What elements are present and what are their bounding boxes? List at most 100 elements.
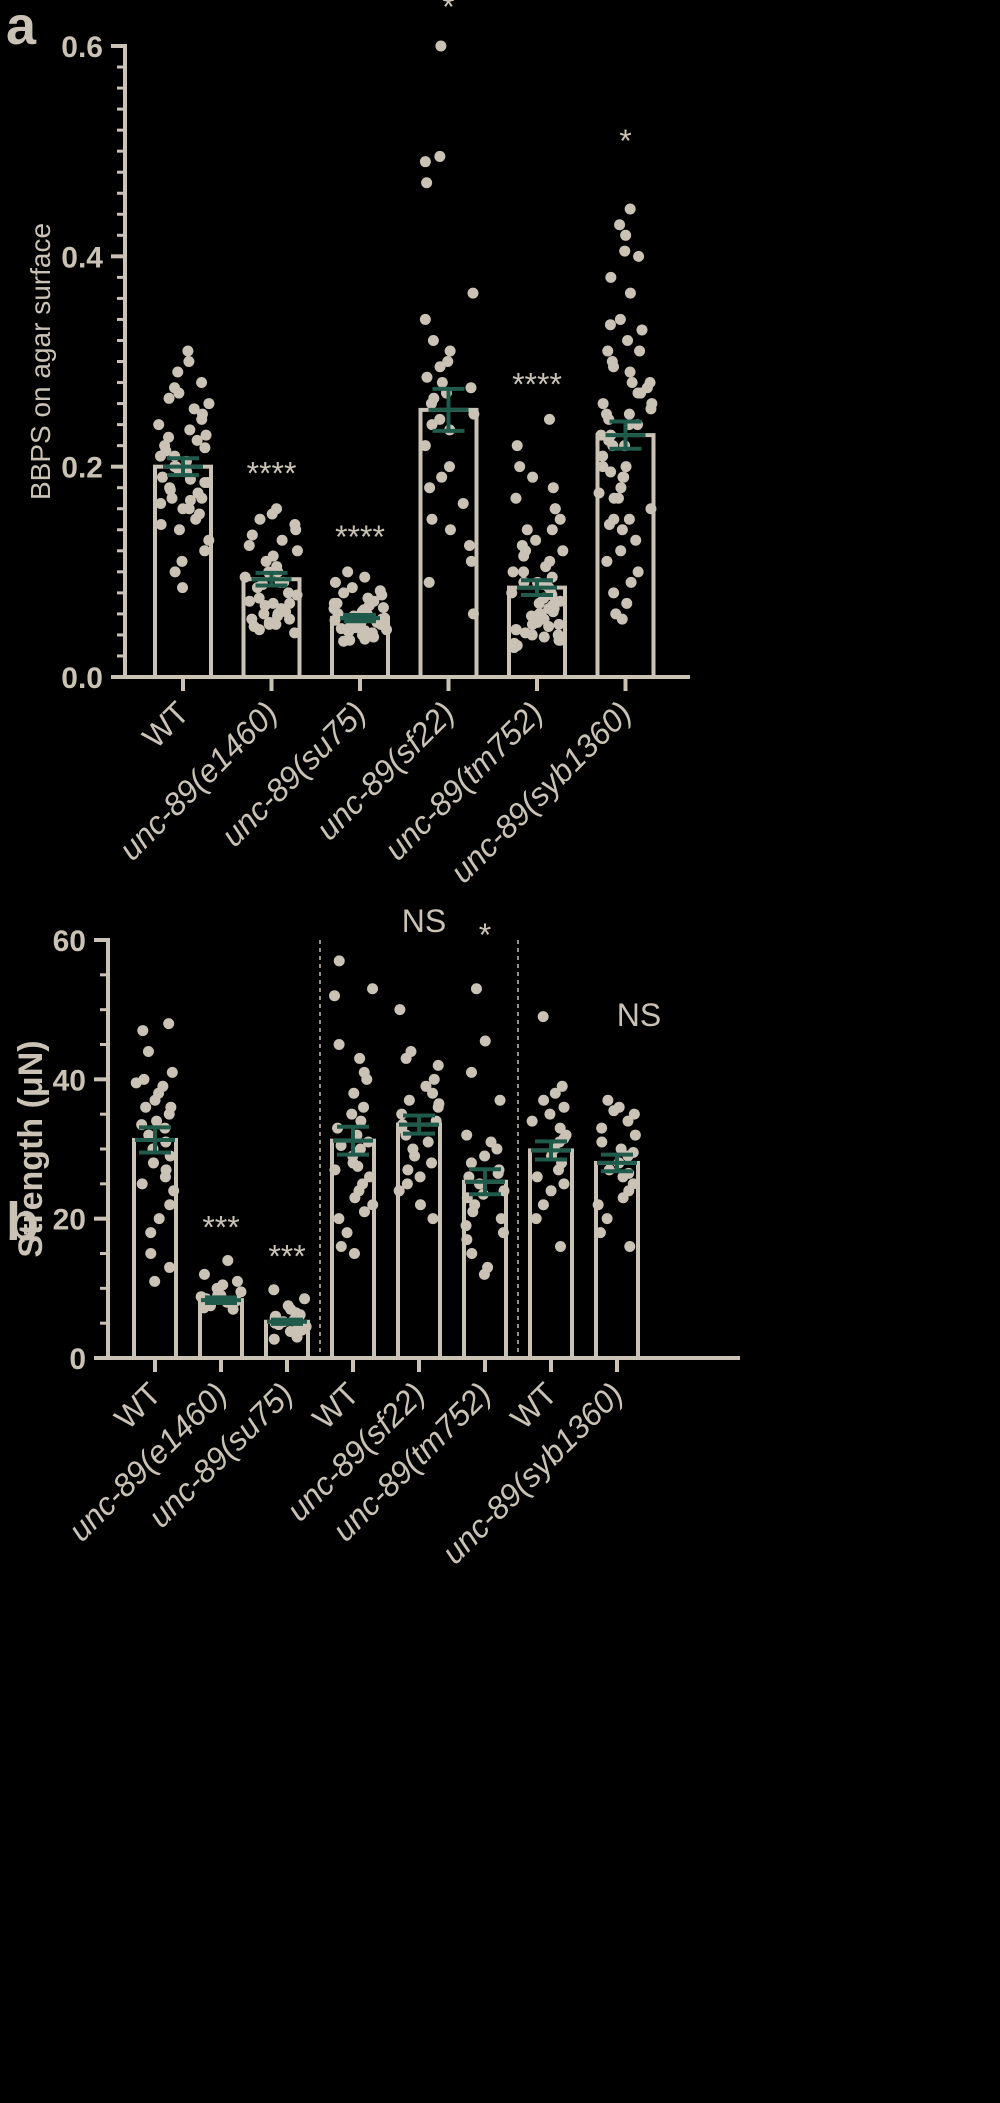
data-point <box>140 1101 152 1113</box>
data-point <box>235 1286 247 1298</box>
data-point <box>552 1164 564 1176</box>
data-point <box>548 603 560 615</box>
data-point <box>348 1248 360 1259</box>
data-point <box>518 566 530 578</box>
data-point <box>615 482 627 494</box>
y-tick-label: 60 <box>53 925 86 958</box>
data-point <box>601 1213 613 1225</box>
data-point <box>349 1192 361 1204</box>
data-point <box>333 1039 345 1050</box>
data-point <box>467 287 479 299</box>
data-point <box>284 613 296 625</box>
data-point <box>153 1213 165 1225</box>
data-point <box>335 1241 347 1253</box>
data-point <box>222 1254 234 1266</box>
data-point <box>434 150 446 162</box>
data-point <box>258 608 270 620</box>
data-point <box>526 618 538 630</box>
data-point <box>616 524 628 536</box>
data-point <box>594 1227 606 1239</box>
category-label-gene: unc-89 <box>61 1453 156 1548</box>
significance-label: NS <box>402 903 446 939</box>
data-point <box>518 550 530 562</box>
data-point <box>626 377 638 389</box>
data-point <box>164 1199 176 1211</box>
data-point <box>231 1275 243 1287</box>
data-point <box>200 429 212 441</box>
data-point <box>196 492 208 504</box>
data-point <box>328 597 340 609</box>
data-point <box>526 1115 538 1127</box>
y-tick-label: 40 <box>53 1064 86 1097</box>
data-point <box>268 1284 280 1296</box>
data-point <box>203 534 215 546</box>
data-point <box>199 545 211 557</box>
data-point <box>510 492 522 504</box>
data-point <box>401 1178 413 1190</box>
data-point <box>355 1115 367 1127</box>
data-point <box>624 203 636 215</box>
data-point <box>149 1094 161 1106</box>
data-point <box>166 1066 178 1078</box>
data-point <box>465 555 477 567</box>
significance-label: **** <box>335 519 385 555</box>
data-point <box>457 497 469 509</box>
category-label: unc-89(tm752) <box>377 694 550 867</box>
data-point <box>414 1199 426 1211</box>
data-point <box>554 1241 566 1253</box>
data-point <box>479 1150 491 1162</box>
data-point <box>196 413 208 425</box>
data-point <box>432 1059 444 1071</box>
data-point <box>623 408 635 420</box>
chart-a: 0.0 0.2 0.4 0.6 BBPS on agar surface WT **** un… <box>25 0 690 890</box>
y-axis-label: BBPS on agar surface <box>25 223 56 500</box>
data-point <box>526 629 538 641</box>
data-point <box>602 1094 614 1106</box>
data-point <box>547 482 559 494</box>
data-point <box>592 1199 604 1211</box>
data-point <box>636 324 648 336</box>
data-point <box>629 1129 641 1141</box>
data-point <box>617 1192 629 1204</box>
data-point <box>427 1087 439 1099</box>
data-point <box>346 1108 358 1120</box>
data-point <box>166 492 178 504</box>
data-point <box>239 571 251 583</box>
data-point <box>468 408 480 420</box>
data-point <box>196 377 208 389</box>
data-point <box>533 608 545 620</box>
data-point <box>183 503 195 515</box>
data-point <box>348 1087 360 1099</box>
data-point <box>137 1025 149 1037</box>
data-point <box>199 476 211 488</box>
data-point <box>356 629 368 641</box>
data-point <box>333 955 345 967</box>
data-point <box>149 1275 161 1287</box>
data-point <box>147 1157 159 1169</box>
data-point <box>184 494 196 506</box>
y-axis-label: Strength (μN) <box>12 1040 50 1257</box>
data-point <box>507 566 519 578</box>
y-tick-label: 0.6 <box>61 31 103 64</box>
data-point <box>276 534 288 546</box>
data-point <box>246 529 258 541</box>
data-point <box>244 595 256 607</box>
data-point <box>290 524 302 536</box>
significance-label: * <box>442 0 454 25</box>
data-point <box>260 555 272 567</box>
data-point <box>368 631 380 643</box>
data-point <box>616 613 628 625</box>
data-point <box>421 177 433 189</box>
data-point <box>479 1035 491 1047</box>
data-point <box>531 1171 543 1183</box>
data-point <box>621 597 633 609</box>
data-point <box>284 597 296 609</box>
data-point <box>151 1115 163 1127</box>
data-point <box>434 413 446 425</box>
data-point <box>400 1052 412 1064</box>
data-point <box>554 634 566 646</box>
data-point <box>646 398 658 410</box>
data-point <box>254 513 266 525</box>
data-point <box>463 1171 475 1183</box>
